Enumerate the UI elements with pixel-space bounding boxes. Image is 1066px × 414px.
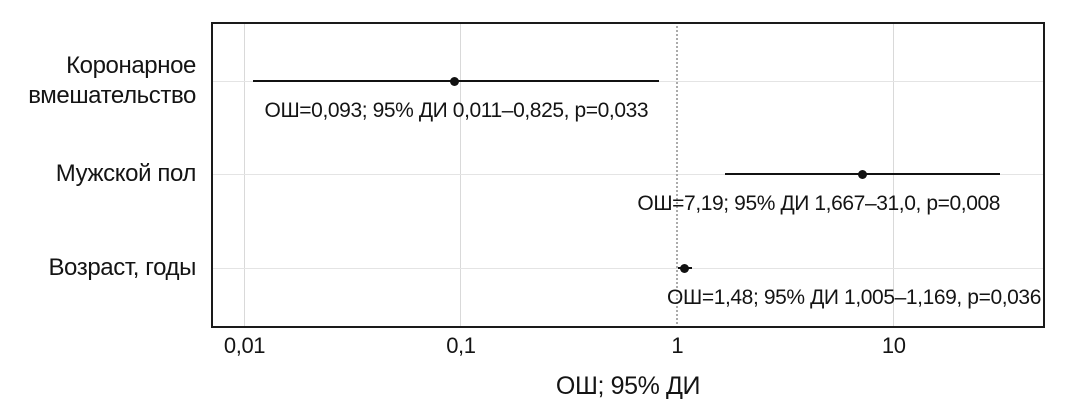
gridline-horizontal	[211, 267, 1045, 269]
point-marker	[858, 169, 868, 179]
x-tick-label: 0,01	[223, 333, 266, 358]
x-tick-label: 0,1	[446, 333, 476, 358]
x-tick-label: 10	[881, 333, 906, 358]
row-annotation: ОШ=7,19; 95% ДИ 1,667–31,0, p=0,008	[637, 192, 1001, 215]
category-label: Возраст, годы	[48, 254, 196, 281]
x-tick-label: 1	[671, 333, 684, 358]
row-annotation: ОШ=1,48; 95% ДИ 1,005–1,169, p=0,036	[667, 286, 1041, 309]
category-label: Мужской пол	[55, 160, 197, 187]
point-marker	[680, 263, 690, 273]
row-annotation: ОШ=0,093; 95% ДИ 0,011–0,825, p=0,033	[264, 99, 649, 122]
gridline-vertical	[244, 22, 246, 328]
plot-area: ОШ=0,093; 95% ДИ 0,011–0,825, p=0,033 ОШ=…	[211, 22, 1045, 328]
gridline-horizontal	[211, 173, 1045, 175]
gridline-vertical	[460, 22, 462, 328]
category-label: Коронарное вмешательство	[28, 52, 196, 109]
reference-line	[676, 22, 679, 328]
point-marker	[449, 76, 459, 86]
x-axis-title: ОШ; 95% ДИ	[555, 372, 701, 400]
